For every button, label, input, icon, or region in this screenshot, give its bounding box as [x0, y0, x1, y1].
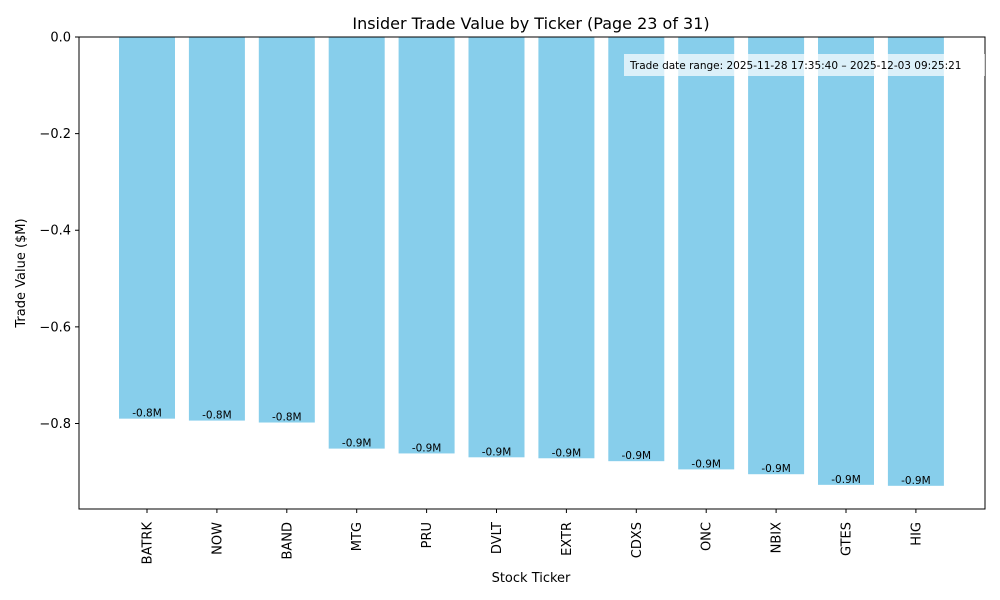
bar-value-label: -0.9M: [761, 463, 791, 475]
bar-value-label: -0.9M: [482, 446, 512, 458]
y-axis-label: Trade Value ($M): [14, 218, 29, 328]
x-axis-label: Stock Ticker: [492, 571, 571, 586]
x-tick-label: NBIX: [770, 522, 785, 553]
annotation-background: [624, 54, 985, 76]
bar-value-label: -0.8M: [132, 408, 162, 420]
bar-value-label: -0.9M: [412, 442, 442, 454]
bar-value-label: -0.9M: [901, 475, 931, 487]
annotation-text: Trade date range: 2025-11-28 17:35:40 – …: [629, 60, 961, 72]
bar-extr: [538, 37, 595, 459]
y-tick-label: 0.0: [50, 31, 71, 46]
x-tick-label: BATRK: [141, 522, 156, 565]
y-tick-label: −0.2: [39, 127, 71, 142]
x-tick-label: GTES: [840, 522, 855, 556]
bars-group: -0.8M -0.8M -0.8M -0.9M -0.9M -0.9M -0.9M -0.9M…: [119, 37, 944, 487]
bar-value-label: -0.8M: [272, 412, 302, 424]
y-axis: 0.0 −0.2 −0.4 −0.6 −0.8: [39, 31, 79, 432]
bar-pru: [398, 37, 455, 454]
bar-dvlt: [468, 37, 525, 458]
y-tick-label: −0.4: [39, 224, 71, 239]
x-tick-label: ONC: [700, 522, 715, 551]
bar-cdxs: [608, 37, 665, 462]
bar-value-label: -0.9M: [552, 447, 582, 459]
plot-frame: [78, 36, 986, 510]
bar-onc: [678, 37, 735, 470]
x-tick-label: NOW: [210, 522, 225, 555]
bar-mtg: [328, 37, 385, 449]
x-tick-label: CDXS: [630, 522, 645, 558]
y-tick-label: −0.6: [39, 320, 71, 335]
x-tick-label: HIG: [909, 522, 924, 546]
x-tick-label: DVLT: [490, 522, 505, 554]
x-tick-label: MTG: [350, 522, 365, 551]
bar-value-label: -0.9M: [831, 474, 861, 486]
bar-hig: [887, 37, 944, 486]
bar-nbix: [748, 37, 805, 475]
bar-batrk: [119, 37, 175, 419]
annotation-box: Trade date range: 2025-11-28 17:35:40 – …: [624, 54, 985, 76]
bar-gtes: [818, 37, 874, 485]
bar-value-label: -0.9M: [342, 438, 372, 450]
bar-band: [258, 37, 315, 423]
y-tick-label: −0.8: [39, 417, 71, 432]
x-tick-label: EXTR: [560, 522, 575, 556]
bar-value-label: -0.9M: [622, 450, 652, 462]
bar-value-label: -0.9M: [691, 458, 721, 470]
bar-now: [188, 37, 245, 421]
chart-title: Insider Trade Value by Ticker (Page 23 o…: [352, 14, 709, 33]
bar-value-label: -0.8M: [202, 410, 232, 422]
x-axis: BATRK NOW BAND MTG PRU DVLT EXTR CDXS ONC NBIX GTE…: [141, 509, 924, 565]
x-tick-label: PRU: [420, 522, 435, 548]
x-tick-label: BAND: [280, 522, 295, 560]
